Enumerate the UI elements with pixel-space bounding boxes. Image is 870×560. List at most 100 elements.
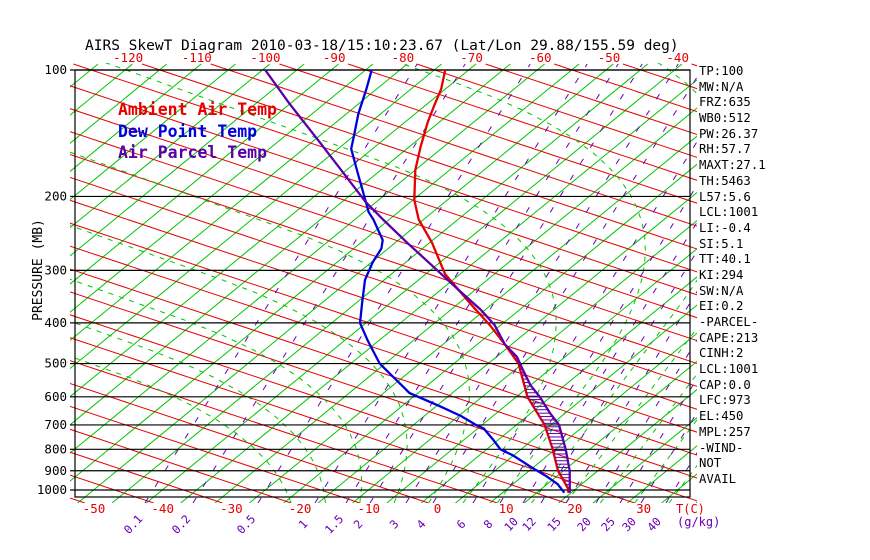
stat-item: TH:5463 <box>699 173 751 188</box>
isotherm-line <box>661 473 697 503</box>
mixing-ratio-tick-label: 15 <box>544 514 564 534</box>
dry-adiabat-line <box>485 63 697 136</box>
isotherm-line <box>70 63 168 144</box>
isotherm-line <box>70 63 442 370</box>
dry-adiabat-line <box>70 360 498 503</box>
dry-adiabat-line <box>70 428 292 503</box>
stat-item: CAPE:213 <box>699 330 759 345</box>
chart-title: AIRS SkewT Diagram 2010-03-18/15:10:23.6… <box>85 38 679 54</box>
top-temp-tick-label: -110 <box>182 50 212 65</box>
stat-item: LFC:973 <box>699 393 751 408</box>
legend-air-parcel-temp: Air Parcel Temp <box>118 143 268 162</box>
isotherm-line <box>146 63 683 503</box>
moist-adiabat-line <box>806 55 870 503</box>
dry-adiabat-line <box>70 108 697 319</box>
mixing-ratio-tick-label: 0.1 <box>121 512 145 537</box>
temp-unit-label: T(C) <box>676 502 705 516</box>
stat-item: -WIND- <box>699 440 744 455</box>
dry-adiabat-line <box>70 382 429 503</box>
stat-item: LCL:1001 <box>699 362 759 377</box>
mixing-ratio-tick-label: 25 <box>598 514 618 534</box>
stat-item: SI:5.1 <box>699 236 744 251</box>
dry-adiabat-line <box>70 405 360 503</box>
isotherm-line <box>523 360 697 503</box>
pressure-tick-label: 400 <box>44 315 67 330</box>
bottom-temp-tick-label: 20 <box>567 501 582 516</box>
pressure-tick-label: 600 <box>44 389 67 404</box>
isotherm-line <box>420 276 697 503</box>
isotherm-line <box>489 332 697 503</box>
stat-item: L57:5.6 <box>699 189 751 204</box>
bottom-temp-tick-label: -50 <box>83 501 106 516</box>
isotherm-line <box>317 191 697 503</box>
mixing-ratio-tick-label: 12 <box>519 514 539 534</box>
mixing-ratio-tick-label: 40 <box>644 514 664 534</box>
mixing-ratio-tick-label: 10 <box>501 514 521 534</box>
stat-item: SW:N/A <box>699 283 744 298</box>
pressure-tick-label: 700 <box>44 417 67 432</box>
mixing-ratio-tick-label: 8 <box>481 517 496 532</box>
mixing-ratio-tick-label: 2 <box>351 517 366 532</box>
bottom-temp-tick-label: 10 <box>499 501 514 516</box>
dry-adiabat-line <box>416 63 697 158</box>
pressure-gridlines <box>70 69 691 498</box>
dry-adiabat-line <box>141 63 697 250</box>
dry-adiabat-line <box>70 176 697 387</box>
dry-adiabat-line <box>70 337 567 503</box>
top-temp-tick-label: -60 <box>529 50 552 65</box>
plot-frame <box>74 69 691 498</box>
bottom-temp-tick-label: -30 <box>220 501 243 516</box>
top-temp-tick-label: -90 <box>323 50 346 65</box>
legend-ambient-air-temp: Ambient Air Temp <box>118 100 277 119</box>
mixing-ratio-line <box>257 63 531 503</box>
pressure-tick-label: 200 <box>44 188 67 203</box>
stat-item: RH:57.7 <box>699 142 751 157</box>
isotherm-line <box>70 63 545 454</box>
pressure-tick-label: 900 <box>44 463 67 478</box>
pressure-tick-label: 1000 <box>37 482 67 497</box>
isotherm-line <box>214 107 697 503</box>
isotherm-line <box>70 63 339 285</box>
stat-item: EI:0.2 <box>699 299 744 314</box>
bottom-temp-tick-label: -20 <box>289 501 312 516</box>
bottom-temp-tick-label: 30 <box>636 501 651 516</box>
isotherm-line <box>386 248 697 503</box>
cape-hatch-area <box>507 348 570 486</box>
dry-adiabat-line <box>279 63 697 204</box>
mixing-ratio-tick-label: 4 <box>414 517 429 532</box>
isotherm-line <box>70 63 580 482</box>
isotherm-line <box>70 63 99 88</box>
sounding-curves <box>264 69 571 494</box>
mixing-ratio-line <box>665 452 697 503</box>
pressure-tick-label: 300 <box>44 262 67 277</box>
bottom-temp-tick-label: -10 <box>358 501 381 516</box>
isotherm-line <box>352 219 697 503</box>
isotherm-line <box>592 417 697 503</box>
stat-item: NOT <box>699 456 722 471</box>
isotherm-line <box>558 388 697 503</box>
stat-item: MAXT:27.1 <box>699 158 766 173</box>
moist-adiabat-line <box>772 55 870 503</box>
mixing-unit-label: (g/kg) <box>677 515 720 529</box>
top-temp-tick-label: -70 <box>460 50 483 65</box>
stat-item: CAP:0.0 <box>699 377 751 392</box>
top-temp-tick-label: -50 <box>598 50 621 65</box>
dry-adiabat-line <box>70 268 697 479</box>
dry-adiabat-line <box>70 314 635 503</box>
moist-adiabat-line <box>70 278 362 503</box>
isotherm-line <box>70 63 511 426</box>
bottom-temp-tick-label: 0 <box>434 501 442 516</box>
bottom-temp-tick-label: -40 <box>151 501 174 516</box>
top-temp-tick-label: -100 <box>250 50 280 65</box>
isotherm-line <box>70 63 202 173</box>
stat-item: FRZ:635 <box>699 95 751 110</box>
dry-adiabat-line <box>70 85 697 296</box>
isotherm-line <box>70 63 305 257</box>
top-temp-tick-label: -40 <box>666 50 689 65</box>
isotherm-line <box>249 135 697 503</box>
isotherm-line <box>111 63 648 503</box>
stat-item: EL:450 <box>699 409 744 424</box>
series-ambient-air-temp <box>413 69 571 494</box>
